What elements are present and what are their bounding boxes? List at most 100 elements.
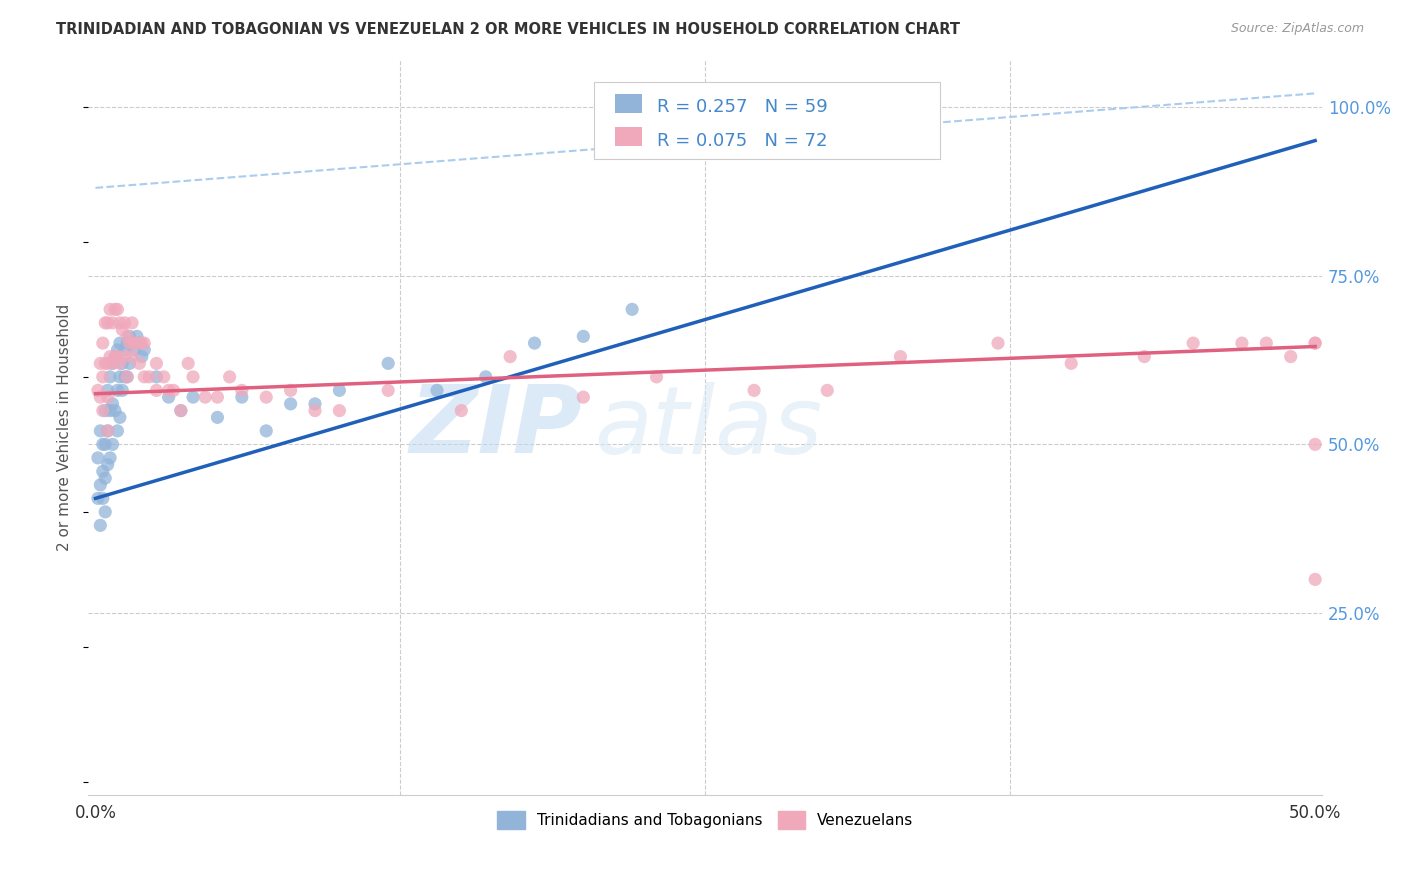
Point <box>134 343 156 357</box>
Point <box>177 356 200 370</box>
Point <box>111 384 134 398</box>
Point <box>107 350 129 364</box>
Point <box>97 458 120 472</box>
Legend: Trinidadians and Tobagonians, Venezuelans: Trinidadians and Tobagonians, Venezuelan… <box>491 805 920 836</box>
Point <box>181 390 204 404</box>
Point <box>97 424 120 438</box>
Point <box>231 390 253 404</box>
Point <box>157 384 180 398</box>
Point <box>91 491 114 506</box>
Point <box>131 336 153 351</box>
Point <box>987 336 1010 351</box>
Point <box>101 356 124 370</box>
Point <box>889 350 911 364</box>
Point <box>218 369 240 384</box>
Point <box>138 369 160 384</box>
Point <box>1230 336 1253 351</box>
Point <box>104 302 127 317</box>
Point <box>115 369 138 384</box>
Point <box>152 369 174 384</box>
Point <box>104 350 127 364</box>
Point <box>107 384 129 398</box>
Point <box>97 390 120 404</box>
Point <box>170 403 193 417</box>
FancyBboxPatch shape <box>595 82 939 159</box>
Point <box>157 390 180 404</box>
Point <box>91 336 114 351</box>
Point <box>89 478 111 492</box>
Point <box>645 369 668 384</box>
Text: TRINIDADIAN AND TOBAGONIAN VS VENEZUELAN 2 OR MORE VEHICLES IN HOUSEHOLD CORRELA: TRINIDADIAN AND TOBAGONIAN VS VENEZUELAN… <box>56 22 960 37</box>
Point <box>107 343 129 357</box>
Point <box>131 350 153 364</box>
Point <box>231 384 253 398</box>
Point <box>104 350 127 364</box>
Point <box>523 336 546 351</box>
Point <box>128 356 150 370</box>
Point <box>118 336 141 351</box>
Point <box>181 369 204 384</box>
Point <box>108 410 131 425</box>
Point <box>426 384 449 398</box>
Point <box>134 336 156 351</box>
Point <box>98 369 121 384</box>
Point <box>108 336 131 351</box>
Point <box>98 350 121 364</box>
Text: R = 0.075   N = 72: R = 0.075 N = 72 <box>657 131 828 150</box>
Point <box>134 369 156 384</box>
Point <box>91 464 114 478</box>
Text: Source: ZipAtlas.com: Source: ZipAtlas.com <box>1230 22 1364 36</box>
Point <box>125 329 148 343</box>
Point <box>162 384 184 398</box>
Point <box>474 369 496 384</box>
Point <box>170 403 193 417</box>
Point <box>89 424 111 438</box>
Point <box>207 390 229 404</box>
Point <box>91 437 114 451</box>
Point <box>1303 336 1326 351</box>
Point <box>328 384 350 398</box>
Point <box>114 350 136 364</box>
Point <box>280 384 302 398</box>
Point <box>101 397 124 411</box>
Point <box>101 356 124 370</box>
Point <box>328 403 350 417</box>
Point <box>1256 336 1278 351</box>
Point <box>121 316 143 330</box>
Point <box>111 323 134 337</box>
Point <box>108 356 131 370</box>
Point <box>572 329 595 343</box>
Point <box>280 397 302 411</box>
Point <box>121 350 143 364</box>
Point <box>87 450 110 465</box>
Point <box>107 302 129 317</box>
Point <box>107 424 129 438</box>
Point <box>145 369 167 384</box>
Point <box>114 316 136 330</box>
Point <box>1303 437 1326 451</box>
Point <box>124 343 146 357</box>
Point <box>115 329 138 343</box>
Point <box>1182 336 1205 351</box>
Point <box>304 397 326 411</box>
FancyBboxPatch shape <box>616 127 643 146</box>
Point <box>1303 336 1326 351</box>
Point <box>97 356 120 370</box>
Point <box>94 316 117 330</box>
Point <box>254 390 277 404</box>
Point <box>91 369 114 384</box>
Point <box>304 403 326 417</box>
Point <box>499 350 522 364</box>
Point <box>91 403 114 417</box>
Point <box>89 356 111 370</box>
Point <box>115 336 138 351</box>
Point <box>108 369 131 384</box>
Text: R = 0.257   N = 59: R = 0.257 N = 59 <box>657 98 828 116</box>
Point <box>104 403 127 417</box>
Point <box>1133 350 1156 364</box>
Point <box>194 390 217 404</box>
Point <box>742 384 765 398</box>
Y-axis label: 2 or more Vehicles in Household: 2 or more Vehicles in Household <box>58 304 72 551</box>
Point <box>121 336 143 351</box>
Point <box>98 450 121 465</box>
